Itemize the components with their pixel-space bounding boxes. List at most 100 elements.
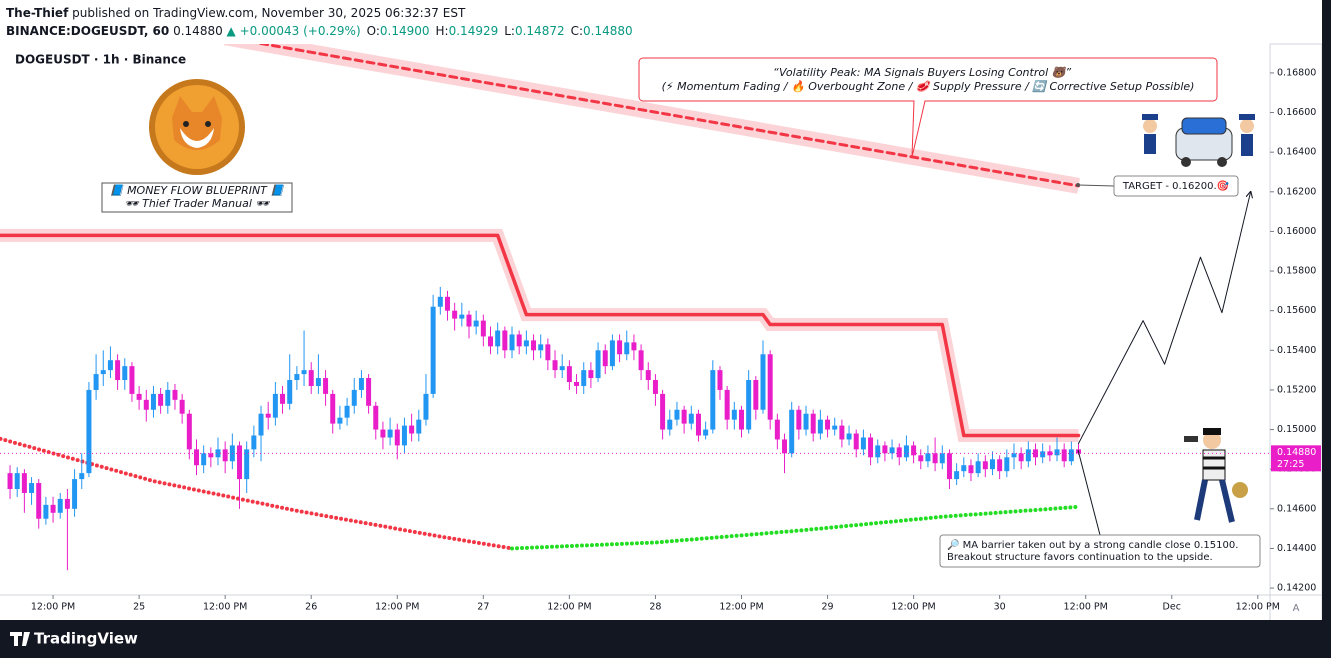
change: ▲ +0.00043 (+0.29%) <box>226 24 361 38</box>
coin-logo <box>149 79 245 175</box>
candle-body <box>645 370 651 381</box>
x-tick-label: 30 <box>994 602 1006 613</box>
candle-body <box>939 453 945 464</box>
candle-body <box>882 445 888 454</box>
candle-body <box>265 413 271 418</box>
candle-body <box>961 465 967 472</box>
police-art <box>1142 114 1255 167</box>
candle-body <box>595 350 601 379</box>
candle-body <box>868 437 874 458</box>
author: The-Thief <box>6 6 69 20</box>
candle-body <box>215 449 221 458</box>
symbol: BINANCE:DOGEUSDT, 60 <box>6 24 170 38</box>
candle-body <box>523 340 529 347</box>
candle-body <box>559 366 565 371</box>
header: The-Thief published on TradingView.com, … <box>6 4 633 40</box>
x-tick-label: 12:00 PM <box>1064 602 1108 613</box>
candle-body <box>538 344 544 351</box>
candle-body <box>989 459 995 470</box>
candle-body <box>617 340 623 355</box>
x-tick-label: 12:00 PM <box>1236 602 1280 613</box>
candle-body <box>588 370 594 379</box>
candle-body <box>14 473 20 490</box>
quote-line: BINANCE:DOGEUSDT, 60 0.14880 ▲ +0.00043 … <box>6 22 633 40</box>
candle-body <box>925 453 931 462</box>
candle-body <box>186 413 192 450</box>
candle-body <box>825 419 831 430</box>
candle-body <box>997 459 1003 472</box>
candle-body <box>21 473 27 493</box>
candle-body <box>545 344 551 361</box>
candle-body <box>502 330 508 351</box>
candle-body <box>258 413 264 436</box>
candle-body <box>767 354 773 420</box>
note-box <box>939 534 1261 568</box>
frame-right <box>1322 0 1331 658</box>
candle-body <box>480 320 486 337</box>
candle-body <box>710 370 716 430</box>
thief-art <box>1184 428 1248 523</box>
book-subtitle: 🕶 Thief Trader Manual 🕶 <box>125 197 271 210</box>
x-tick-label: 12:00 PM <box>547 602 591 613</box>
moving-average <box>510 504 1081 551</box>
candle-body <box>932 453 938 464</box>
x-tick-label: Dec <box>1163 602 1181 613</box>
candle-body <box>1068 449 1074 462</box>
x-tick-label: 12:00 PM <box>375 602 419 613</box>
target-box <box>1113 175 1239 197</box>
candle-body <box>1004 457 1010 472</box>
candle-body <box>36 483 42 519</box>
candle-body <box>717 370 723 390</box>
y-tick-label: 0.15800 <box>1277 266 1316 277</box>
candle-body <box>444 296 450 311</box>
candle-body <box>64 498 70 509</box>
candle-body <box>946 453 952 480</box>
footer <box>0 620 1331 658</box>
candle-body <box>488 336 494 347</box>
candle-body <box>896 447 902 458</box>
candle-body <box>954 471 960 480</box>
x-tick-label: 12:00 PM <box>203 602 247 613</box>
candle-body <box>1011 453 1017 458</box>
candle-body <box>115 360 121 381</box>
candle-body <box>222 449 228 462</box>
candle-body <box>330 393 336 424</box>
x-tick-label: 12:00 PM <box>891 602 935 613</box>
candle-body <box>351 389 357 406</box>
candle-body <box>1054 449 1060 456</box>
candle-body <box>1025 449 1031 462</box>
candle-body <box>459 314 465 319</box>
candle-body <box>703 429 709 436</box>
candle-body <box>1040 451 1046 458</box>
candle-body <box>789 409 795 454</box>
y-tick-label: 0.16000 <box>1277 226 1316 237</box>
candle-body <box>344 405 350 418</box>
y-tick-label: 0.16800 <box>1277 67 1316 78</box>
ohlc-val: 0.14900 <box>379 24 430 38</box>
candle-body <box>832 425 838 430</box>
brand: TradingView <box>34 630 138 648</box>
candle-body <box>660 393 666 430</box>
y-tick-label: 0.16400 <box>1277 147 1316 158</box>
candle-body <box>158 393 164 406</box>
last-price-label: 0.14880 <box>1277 447 1316 458</box>
candle-body <box>753 380 759 410</box>
price-axis <box>1269 43 1323 623</box>
candle-body <box>688 413 694 424</box>
candle-body <box>875 445 881 458</box>
candle-body <box>208 453 214 458</box>
moving-average <box>255 44 1081 188</box>
candle-body <box>574 382 580 386</box>
book-box <box>101 182 293 213</box>
candle-body <box>401 425 407 446</box>
candle-body <box>387 429 393 438</box>
candle-body <box>72 479 78 509</box>
candle-body <box>911 445 917 456</box>
candle-body <box>746 380 752 430</box>
candle-body <box>172 389 178 400</box>
candle-body <box>839 425 845 440</box>
y-tick-label: 0.14600 <box>1277 503 1316 514</box>
target-dot <box>1076 183 1080 187</box>
x-tick-label: 29 <box>821 602 833 613</box>
candle-body <box>803 413 809 430</box>
